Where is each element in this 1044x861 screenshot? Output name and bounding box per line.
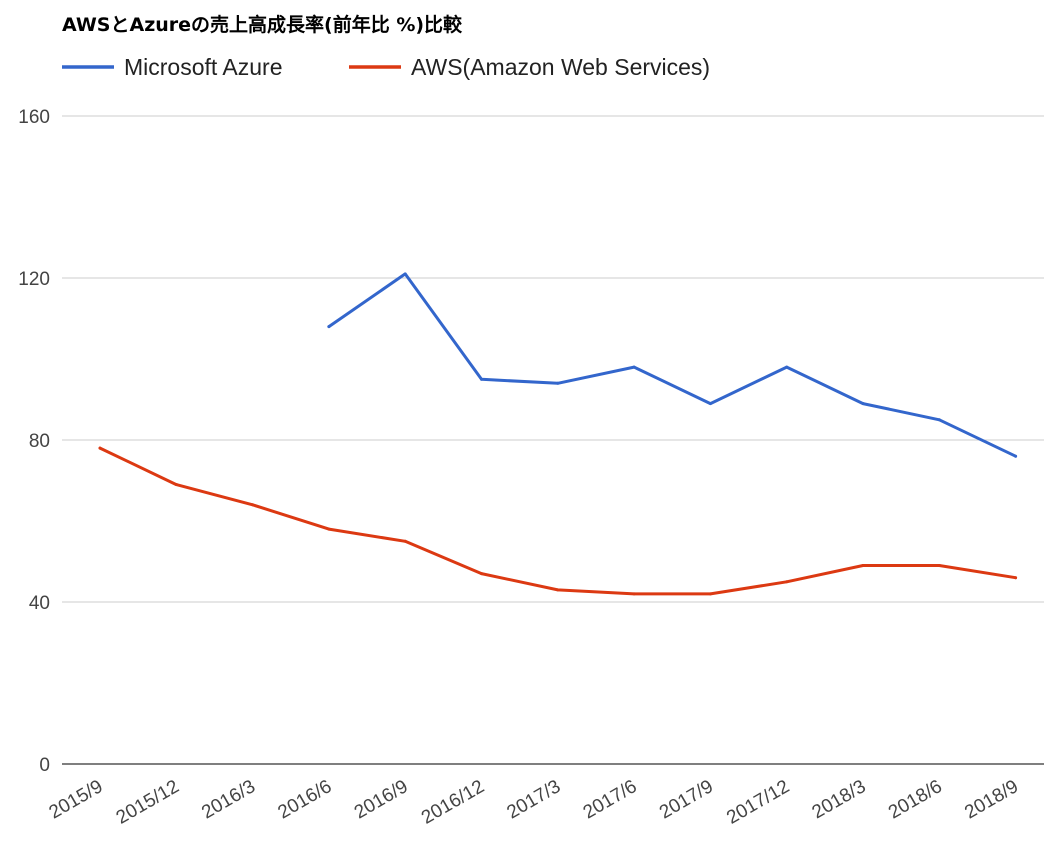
data-point — [98, 446, 102, 450]
data-point — [556, 588, 560, 592]
y-tick-label: 80 — [29, 431, 50, 452]
legend-label-1: AWS(Amazon Web Services) — [411, 54, 710, 80]
data-point — [556, 381, 560, 385]
x-tick-label: 2017/3 — [503, 776, 564, 823]
data-point — [785, 365, 789, 369]
data-point — [403, 272, 407, 276]
data-point — [327, 527, 331, 531]
legend: Microsoft Azure AWS(Amazon Web Services) — [62, 54, 710, 80]
data-point — [480, 572, 483, 576]
x-tick-label: 2017/9 — [656, 776, 717, 823]
data-point — [1014, 576, 1018, 580]
series-line-0 — [327, 272, 1018, 458]
data-point — [937, 564, 941, 568]
x-tick-label: 2016/9 — [351, 776, 412, 823]
data-point — [785, 580, 789, 584]
data-point — [632, 592, 636, 596]
y-tick-label: 0 — [39, 755, 50, 776]
y-tick-label: 40 — [29, 593, 50, 614]
legend-label-0: Microsoft Azure — [124, 54, 283, 80]
data-point — [1014, 454, 1018, 458]
x-tick-label: 2018/9 — [961, 776, 1022, 823]
data-point — [480, 377, 483, 381]
y-tick-label: 120 — [18, 269, 50, 290]
x-tick-label: 2016/3 — [198, 776, 259, 823]
data-point — [861, 564, 865, 568]
x-tick-label: 2016/6 — [275, 776, 336, 823]
x-tick-label: 2018/6 — [885, 776, 946, 823]
series-lines — [98, 272, 1018, 596]
x-tick-label: 2016/12 — [418, 776, 488, 829]
x-tick-label: 2018/3 — [809, 776, 870, 823]
data-point — [632, 365, 636, 369]
x-axis-ticks: 2015/9 2015/12 2016/3 2016/6 2016/9 2016/12 20… — [46, 776, 1022, 829]
data-point — [861, 402, 865, 406]
y-tick-label: 160 — [18, 107, 50, 128]
chart-title: AWSとAzureの売上高成長率(前年比 %)比較 — [62, 13, 463, 36]
gridlines — [62, 115, 1044, 603]
x-tick-label: 2017/6 — [580, 776, 641, 823]
x-tick-label: 2017/12 — [723, 776, 793, 829]
data-point — [708, 402, 712, 406]
data-point — [403, 539, 407, 543]
data-point — [937, 418, 941, 422]
x-tick-label: 2015/12 — [113, 776, 183, 829]
data-point — [174, 483, 178, 487]
y-axis-ticks: 0 40 80 120 160 — [18, 107, 50, 776]
data-point — [251, 503, 255, 507]
x-tick-label: 2015/9 — [46, 776, 107, 823]
data-point — [708, 592, 712, 596]
series-line-1 — [98, 446, 1018, 596]
data-point — [327, 325, 331, 329]
